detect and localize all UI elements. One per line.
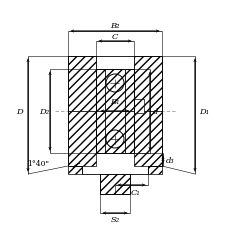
Text: D₁: D₁	[198, 108, 208, 116]
Text: B₁: B₁	[110, 97, 119, 106]
Polygon shape	[100, 174, 129, 194]
Polygon shape	[134, 100, 143, 113]
Polygon shape	[68, 57, 95, 112]
Polygon shape	[134, 57, 161, 112]
Polygon shape	[95, 112, 134, 153]
Text: 1°40": 1°40"	[27, 159, 49, 167]
Polygon shape	[134, 112, 161, 166]
Text: D: D	[16, 108, 23, 116]
Text: S₂: S₂	[110, 215, 119, 223]
Text: d₃: d₃	[165, 156, 174, 164]
Text: B₂: B₂	[110, 22, 119, 30]
Text: C₁: C₁	[131, 188, 140, 196]
Text: C: C	[111, 33, 118, 41]
Polygon shape	[95, 70, 134, 112]
Polygon shape	[147, 166, 161, 174]
Polygon shape	[68, 112, 95, 166]
Polygon shape	[68, 166, 82, 174]
Text: d: d	[153, 108, 158, 116]
Text: D₂: D₂	[39, 108, 49, 116]
